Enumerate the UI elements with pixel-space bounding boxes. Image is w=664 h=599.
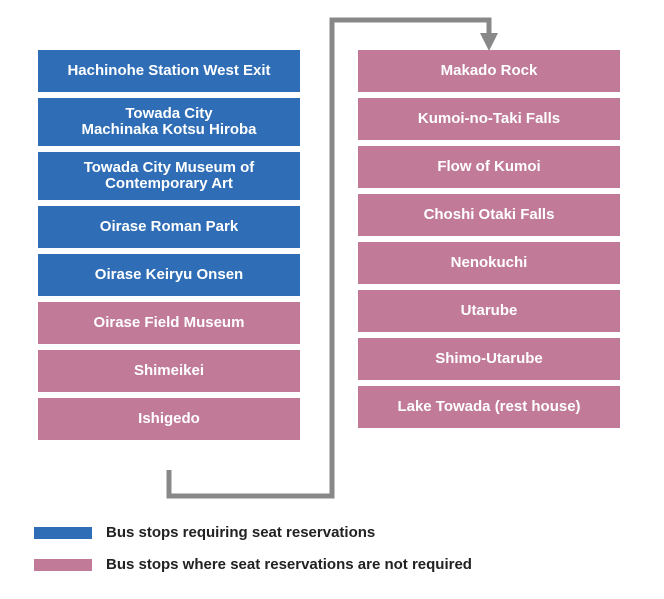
bus-stop-label: Ishigedo	[138, 411, 200, 428]
legend-row-1: Bus stops requiring seat reservations	[34, 524, 375, 541]
column-1: Hachinohe Station West Exit Towada City M…	[38, 50, 300, 440]
bus-stop-box: Shimo-Utarube	[358, 338, 620, 380]
bus-stop-box: Lake Towada (rest house)	[358, 386, 620, 428]
bus-stop-box: Makado Rock	[358, 50, 620, 92]
bus-stop-box: Shimeikei	[38, 350, 300, 392]
bus-stop-label: Choshi Otaki Falls	[424, 207, 555, 224]
column-2: Makado Rock Kumoi-no-Taki Falls Flow of Ku…	[358, 50, 620, 428]
legend-swatch-blue	[34, 527, 92, 539]
bus-stop-box: Oirase Roman Park	[38, 206, 300, 248]
bus-stop-box: Nenokuchi	[358, 242, 620, 284]
bus-stop-label: Oirase Roman Park	[100, 219, 238, 236]
bus-stop-box: Hachinohe Station West Exit	[38, 50, 300, 92]
bus-stop-label: Towada City Machinaka Kotsu Hiroba	[81, 106, 256, 139]
bus-stop-box: Ishigedo	[38, 398, 300, 440]
legend-text-1: Bus stops requiring seat reservations	[106, 524, 375, 541]
legend-swatch-pink	[34, 559, 92, 571]
bus-stop-box: Utarube	[358, 290, 620, 332]
bus-stop-box: Oirase Field Museum	[38, 302, 300, 344]
bus-stop-box: Kumoi-no-Taki Falls	[358, 98, 620, 140]
bus-stop-label: Nenokuchi	[451, 255, 528, 272]
bus-stop-label: Shimeikei	[134, 363, 204, 380]
bus-stop-label: Shimo-Utarube	[435, 351, 543, 368]
bus-stop-label: Oirase Keiryu Onsen	[95, 267, 243, 284]
bus-stop-box: Oirase Keiryu Onsen	[38, 254, 300, 296]
bus-stop-label: Oirase Field Museum	[94, 315, 245, 332]
diagram-container: Hachinohe Station West Exit Towada City M…	[0, 0, 664, 599]
bus-stop-label: Hachinohe Station West Exit	[67, 63, 270, 80]
bus-stop-label: Towada City Museum of Contemporary Art	[84, 160, 255, 193]
bus-stop-label: Utarube	[461, 303, 518, 320]
bus-stop-box: Towada City Machinaka Kotsu Hiroba	[38, 98, 300, 146]
bus-stop-label: Makado Rock	[441, 63, 538, 80]
bus-stop-box: Choshi Otaki Falls	[358, 194, 620, 236]
bus-stop-box: Flow of Kumoi	[358, 146, 620, 188]
bus-stop-box: Towada City Museum of Contemporary Art	[38, 152, 300, 200]
legend-text-2: Bus stops where seat reservations are no…	[106, 556, 472, 573]
legend-row-2: Bus stops where seat reservations are no…	[34, 556, 472, 573]
bus-stop-label: Lake Towada (rest house)	[397, 399, 580, 416]
bus-stop-label: Kumoi-no-Taki Falls	[418, 111, 560, 128]
bus-stop-label: Flow of Kumoi	[437, 159, 540, 176]
